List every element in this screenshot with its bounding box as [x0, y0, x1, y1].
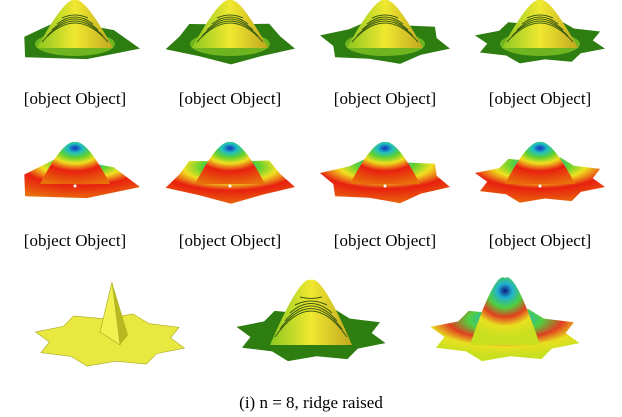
caption: (i) n = 8, ridge raised	[239, 393, 383, 412]
center-point	[384, 185, 387, 188]
caption: [object Object]	[24, 231, 126, 250]
figure: [object Object] [object Object] [object Ob…	[0, 0, 622, 417]
surface-render	[24, 142, 140, 198]
caption: [object Object]	[489, 89, 591, 108]
surface-render	[475, 142, 605, 203]
surface-render	[166, 0, 295, 64]
caption: [object Object]	[24, 89, 126, 108]
center-point	[539, 185, 542, 188]
bump	[347, 0, 423, 48]
bump	[37, 0, 113, 48]
surface-render	[475, 0, 605, 63]
caption: [object Object]	[179, 89, 281, 108]
surface-render	[320, 142, 450, 203]
surface-render	[24, 0, 140, 59]
surface-render	[36, 277, 580, 366]
surface-render	[320, 0, 450, 64]
center-point	[229, 185, 232, 188]
caption: [object Object]	[334, 89, 436, 108]
caption: [object Object]	[489, 231, 591, 250]
center-point	[74, 185, 77, 188]
caption: [object Object]	[334, 231, 436, 250]
surface-render	[166, 142, 295, 204]
caption: [object Object]	[179, 231, 281, 250]
